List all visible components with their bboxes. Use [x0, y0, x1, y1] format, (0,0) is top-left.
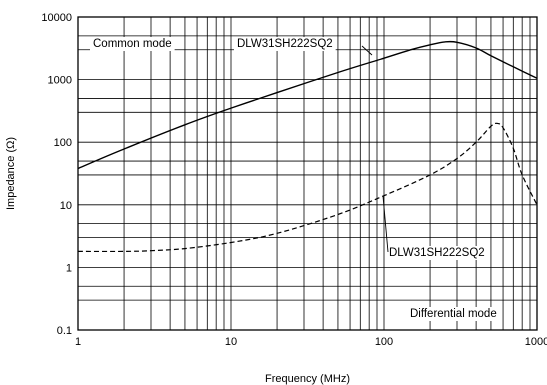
differential-mode-part-label: DLW31SH222SQ2: [389, 247, 485, 259]
x-axis-label: Frequency (MHz): [265, 373, 350, 385]
plot-frame: [77, 16, 538, 331]
x-tick-label: 100: [375, 336, 393, 348]
y-axis-label: Impedance (Ω): [5, 137, 17, 210]
y-tick-label: 1000: [48, 75, 72, 87]
y-tick-label: 0.1: [57, 325, 72, 337]
differential-mode-curve: [77, 122, 538, 253]
common-mode-leader-line: [361, 45, 373, 56]
x-tick-label: 10: [225, 336, 237, 348]
curves-layer: [77, 40, 538, 253]
x-tick-label: 1: [75, 336, 81, 348]
differential-mode-leader-line: [382, 195, 389, 253]
y-tick-label: 1: [66, 262, 72, 274]
y-tick-label: 100: [54, 137, 72, 149]
common-mode-label-background: [90, 37, 175, 51]
differential-mode-part-label-background: [386, 246, 488, 260]
common-mode-curve: [77, 40, 538, 170]
common-mode-part-label: DLW31SH222SQ2: [237, 38, 333, 50]
y-tick-label: 10: [60, 200, 72, 212]
differential-mode-label: Differential mode: [410, 308, 497, 320]
y-tick-label: 10000: [41, 12, 72, 24]
common-mode-label: Common mode: [93, 38, 172, 50]
x-tick-label: 1000: [525, 336, 547, 348]
common-mode-part-label-background: [234, 37, 336, 51]
differential-mode-label-background: [407, 307, 500, 321]
annotations-layer: Common mode DLW31SH222SQ2 DLW31SH222SQ2 Dif…: [90, 37, 500, 321]
grid-layer: [78, 17, 537, 330]
